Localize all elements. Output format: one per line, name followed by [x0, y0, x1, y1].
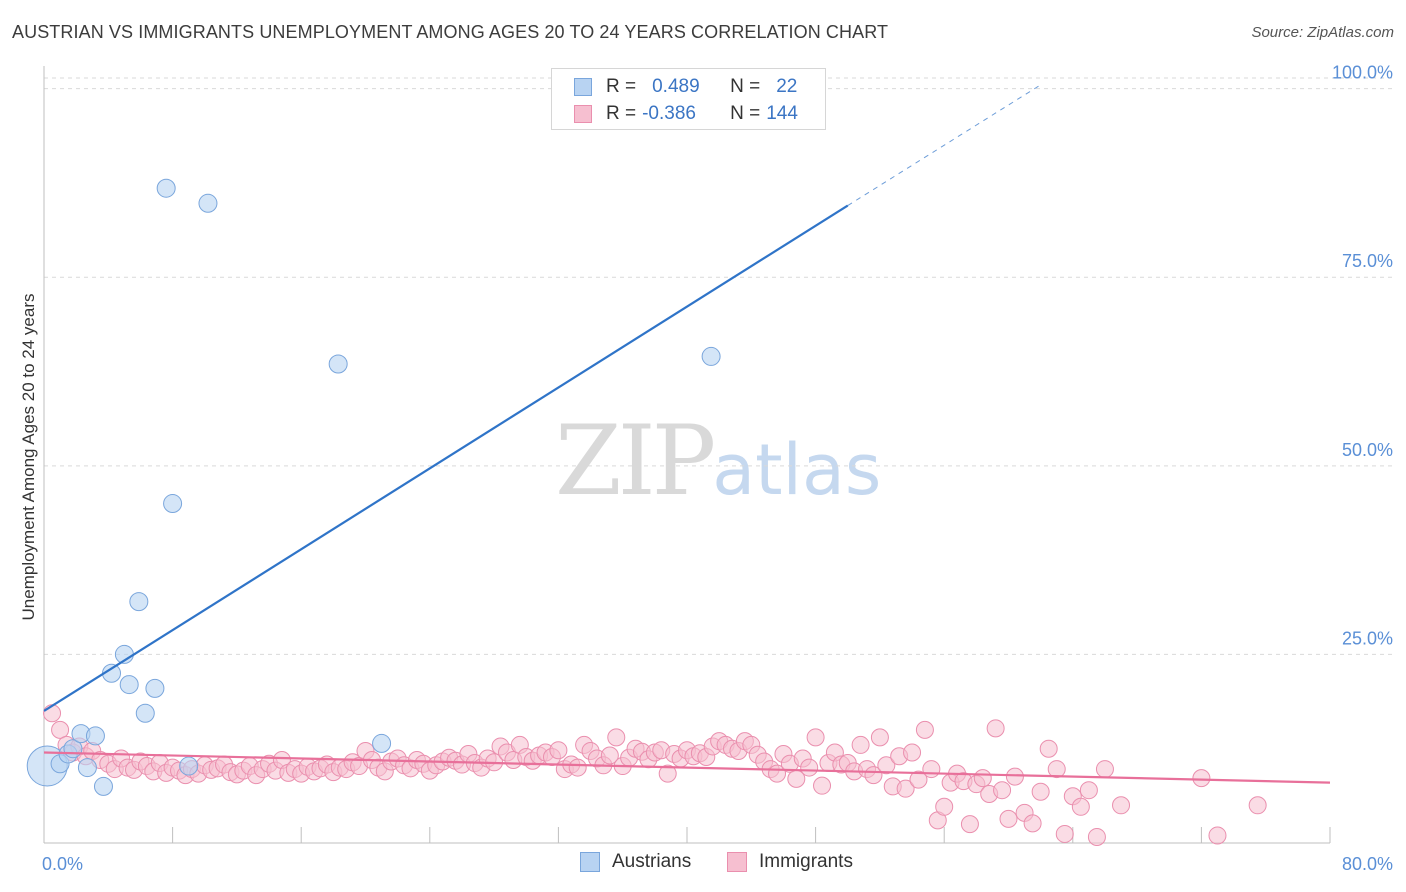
immigrants-point	[1248, 796, 1267, 815]
austrians-point	[156, 178, 176, 198]
tick-labels: 25.0% 50.0% 75.0% 100.0% 0.0% 80.0%	[42, 63, 1393, 874]
legend-r-label: R =	[606, 103, 637, 124]
immigrants-point	[1031, 782, 1050, 801]
austrians-point	[135, 703, 155, 723]
immigrants-point	[999, 809, 1018, 828]
y-tick-label: 100.0%	[1332, 63, 1393, 83]
chart-source: Source: ZipAtlas.com	[1251, 24, 1394, 41]
immigrants-point	[986, 719, 1005, 738]
immigrants-point	[915, 720, 934, 739]
y-tick-label: 75.0%	[1342, 251, 1393, 271]
austrians-point	[198, 193, 218, 213]
austrians-point	[85, 726, 105, 746]
immigrants-point	[806, 728, 825, 747]
legend-row-austrians: R = 0.489 N = 22	[574, 75, 797, 99]
immigrants-point	[568, 758, 587, 777]
austrians-point	[129, 592, 149, 612]
y-tick-label: 50.0%	[1342, 440, 1393, 460]
legend-item-austrians[interactable]: Austrians	[580, 851, 691, 873]
austrians-point	[163, 494, 183, 514]
austrians-point	[179, 756, 199, 776]
watermark: ZIPatlas	[555, 405, 881, 517]
x-tick-label: 0.0%	[42, 854, 83, 874]
immigrants-point	[922, 760, 941, 779]
immigrants-point	[800, 758, 819, 777]
legend-r-label: R =	[606, 76, 637, 97]
immigrants-point	[1023, 814, 1042, 833]
legend-n-label: N =	[730, 76, 761, 97]
watermark-zip: ZIP	[555, 405, 716, 517]
immigrants-point	[1192, 769, 1211, 788]
austrians-point	[372, 733, 392, 753]
immigrants-legend-label: Immigrants	[759, 851, 853, 872]
immigrants-point	[658, 764, 677, 783]
immigrants-point	[813, 776, 832, 795]
austrians-point	[701, 346, 721, 366]
legend-n-label: N =	[730, 103, 761, 124]
immigrants-point	[1071, 797, 1090, 816]
austrians-legend-swatch	[580, 852, 600, 872]
legend-n-value: 144	[766, 103, 798, 124]
austrians-point	[145, 678, 165, 698]
trend-lines	[43, 84, 1331, 784]
immigrants-point	[909, 770, 928, 789]
immigrants-point	[870, 728, 889, 747]
austrians-point	[77, 758, 97, 778]
gridlines	[44, 77, 1395, 655]
y-axis-title: Unemployment Among Ages 20 to 24 years	[19, 293, 38, 621]
immigrants-point	[877, 756, 896, 775]
austrians-point	[328, 354, 348, 374]
immigrants-point	[607, 728, 626, 747]
immigrants-point	[935, 797, 954, 816]
immigrants-swatch	[574, 105, 592, 123]
series-legend: Austrians Immigrants	[0, 851, 1406, 879]
chart-title: AUSTRIAN VS IMMIGRANTS UNEMPLOYMENT AMON…	[12, 22, 889, 42]
immigrants-legend-swatch	[727, 852, 747, 872]
immigrants-point	[1055, 824, 1074, 843]
austrians-swatch	[574, 78, 592, 96]
immigrants-point	[1079, 781, 1098, 800]
immigrants-point	[600, 746, 619, 765]
immigrants-point	[1005, 767, 1024, 786]
immigrants-point	[960, 815, 979, 834]
immigrants-point	[549, 741, 568, 760]
immigrants-series	[43, 704, 1267, 846]
x-tick-label: 80.0%	[1342, 854, 1393, 874]
austrians-trend-extension	[847, 84, 1041, 206]
watermark-atlas: atlas	[712, 429, 882, 511]
immigrants-point	[973, 769, 992, 788]
axes	[43, 66, 1331, 844]
austrians-point	[93, 776, 113, 796]
immigrants-point	[851, 735, 870, 754]
legend-r-value: 0.489	[652, 76, 700, 97]
immigrants-point	[43, 704, 62, 723]
y-tick-label: 25.0%	[1342, 628, 1393, 648]
legend-n-value: 22	[776, 76, 798, 97]
correlation-legend: R = 0.489 N = 22 R = -0.386 N = 144	[551, 68, 826, 130]
legend-r-value: -0.386	[642, 103, 696, 124]
legend-item-immigrants[interactable]: Immigrants	[727, 851, 853, 873]
immigrants-point	[1087, 827, 1106, 846]
immigrants-point	[1039, 739, 1058, 758]
immigrants-point	[1047, 760, 1066, 779]
immigrants-point	[993, 781, 1012, 800]
immigrants-trend-line	[43, 751, 1331, 784]
immigrants-point	[903, 743, 922, 762]
legend-row-immigrants: R = -0.386 N = 144	[574, 102, 798, 126]
austrians-series	[26, 178, 721, 796]
austrians-legend-label: Austrians	[612, 851, 692, 872]
immigrants-point	[1112, 796, 1131, 815]
immigrants-point	[1208, 826, 1227, 845]
austrians-trend-line	[43, 204, 849, 712]
immigrants-point	[51, 720, 70, 739]
austrians-point	[119, 675, 139, 695]
immigrants-point	[896, 779, 915, 798]
immigrants-point	[1095, 760, 1114, 779]
